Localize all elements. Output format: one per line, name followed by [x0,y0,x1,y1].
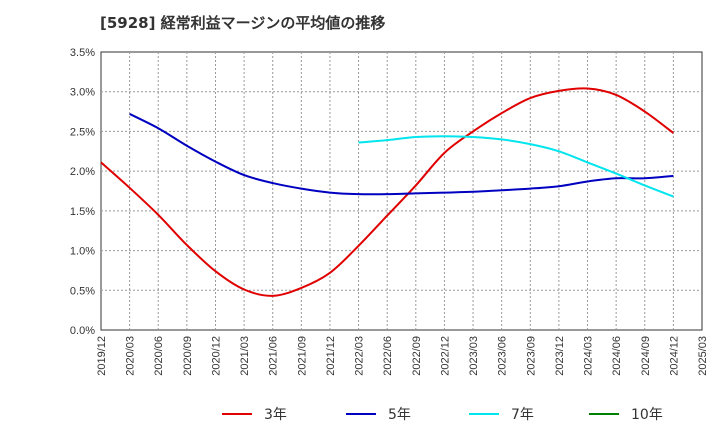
chart-title: [5928] 経常利益マージンの平均値の推移 [100,14,386,32]
series-layer [100,87,674,297]
y-tick-label: 0.5% [70,285,95,297]
y-tick-label: 2.5% [70,126,95,138]
x-tick-label: 2024/12 [668,336,680,376]
x-tick-label: 2021/06 [268,336,280,376]
x-tick-label: 2021/12 [325,336,337,376]
x-tick-label: 2022/03 [354,336,366,376]
axis-layer: 0.0% 0.5% 1.0% 1.5% 2.0% 2.5% 3.0% 3.5% 2019/12 2… [70,47,709,376]
x-tick-label: 2020/09 [182,336,194,376]
x-tick-label: 2023/09 [525,336,537,376]
y-tick-label: 2.0% [70,166,95,178]
legend-label-3: 7年 [511,407,534,423]
y-tick-label: 1.0% [70,246,95,258]
x-tick-label: 2022/09 [411,336,423,376]
x-tick-label: 2020/12 [210,336,222,376]
x-tick-label: 2022/12 [439,336,451,376]
y-tick-label: 0.0% [70,325,95,337]
y-tick-label: 3.5% [70,47,95,59]
x-tick-label: 2023/06 [497,336,509,376]
x-tick-label: 2020/06 [153,336,165,376]
x-tick-label: 2023/12 [554,336,566,376]
series-line-1 [100,87,674,297]
x-tick-label: 2024/09 [640,336,652,376]
x-tick-label: 2021/03 [239,336,251,376]
y-tick-label: 3.0% [70,87,95,99]
y-tick-label: 1.5% [70,206,95,218]
series-line-3 [358,135,674,198]
plot-frame [100,51,703,331]
x-tick-label: 2024/06 [611,336,623,376]
legend-label-2: 5年 [388,407,411,423]
series-line-2 [129,113,674,196]
x-tick-label: 2025/03 [697,336,709,376]
legend-label-4: 10年 [631,407,663,423]
legend: 3年 5年 7年 10年 [222,407,663,423]
legend-label-1: 3年 [264,407,287,423]
x-tick-label: 2019/12 [96,336,108,376]
x-tick-label: 2021/09 [296,336,308,376]
grid-layer [100,51,703,331]
x-tick-label: 2023/03 [468,336,480,376]
x-tick-label: 2022/06 [382,336,394,376]
x-tick-label: 2024/03 [583,336,595,376]
x-tick-label: 2020/03 [125,336,137,376]
